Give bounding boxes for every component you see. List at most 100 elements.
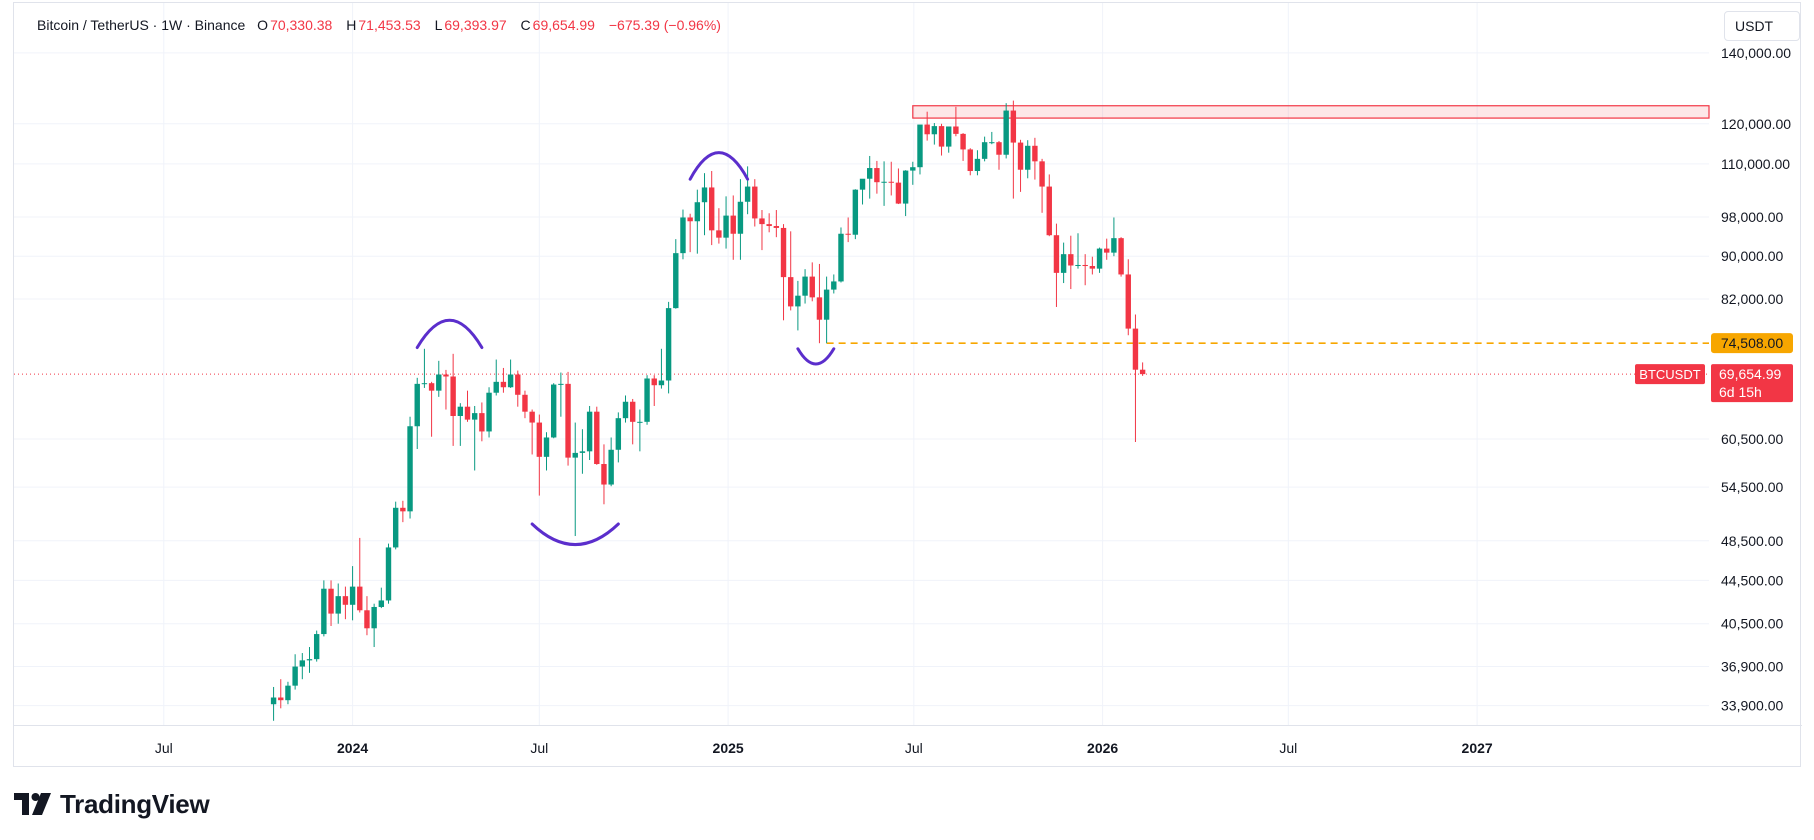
candle-body — [938, 126, 945, 147]
candle — [292, 654, 298, 690]
candle-body — [737, 201, 744, 234]
candle — [637, 409, 643, 452]
candle — [1104, 238, 1110, 260]
candle-body — [1046, 186, 1052, 236]
candle — [479, 402, 485, 442]
candle-body — [859, 178, 866, 190]
candle-body — [313, 634, 320, 660]
price-tick-label: 140,000.00 — [1721, 45, 1791, 61]
candle-body — [328, 588, 334, 614]
candle — [622, 395, 629, 423]
candle — [629, 398, 636, 445]
candle-body — [895, 182, 902, 204]
symbol-title[interactable]: Bitcoin / TetherUS · 1W · Binance — [37, 17, 246, 33]
candle-body — [414, 383, 420, 427]
candle — [766, 213, 772, 233]
candle — [349, 566, 356, 621]
candle-body — [1060, 254, 1067, 273]
candle-body — [759, 218, 765, 225]
candle-body — [723, 215, 729, 238]
candle — [471, 405, 478, 471]
open-value: 70,330.38 — [270, 17, 333, 33]
candle-body — [321, 588, 327, 635]
candle-body — [924, 124, 930, 135]
candle — [601, 444, 607, 505]
candle — [737, 179, 744, 260]
candle — [780, 224, 787, 321]
candle — [687, 213, 693, 253]
time-tick-label: 2024 — [337, 740, 368, 756]
candle — [673, 239, 679, 309]
price-chart[interactable]: 140,000.00 120,000.00 110,000.00 98,000.00 9… — [14, 3, 1802, 768]
candle — [867, 155, 873, 199]
candle-body — [766, 224, 772, 227]
candle — [859, 178, 866, 205]
candle-body — [637, 421, 643, 423]
candle — [845, 217, 851, 243]
axis-labels: 140,000.00 120,000.00 110,000.00 98,000.00 9… — [155, 45, 1793, 756]
candle-body — [1032, 145, 1038, 162]
candle — [285, 681, 291, 705]
candle — [694, 189, 701, 254]
candle-body — [601, 464, 607, 485]
candle — [924, 111, 930, 141]
candle-body — [515, 374, 521, 395]
candle — [364, 596, 370, 636]
price-tick-label: 36,900.00 — [1721, 659, 1783, 675]
low-label: L — [434, 17, 443, 33]
candle-body — [572, 452, 578, 458]
last-price-badge — [1711, 364, 1793, 403]
candle-body — [874, 168, 880, 183]
candle — [543, 432, 550, 471]
candle — [752, 179, 758, 227]
candle-body — [400, 507, 406, 512]
candle — [967, 148, 973, 176]
candle-body — [1118, 238, 1124, 275]
candle — [450, 353, 456, 446]
candle — [493, 359, 499, 396]
arc-bottom-drawing — [530, 522, 620, 546]
candle-body — [1132, 328, 1139, 370]
candle-body — [701, 187, 708, 203]
candle — [550, 383, 557, 439]
candle — [895, 168, 902, 205]
candle-body — [852, 189, 859, 235]
high-value: 71,453.53 — [358, 17, 421, 33]
candle-body — [615, 418, 622, 450]
candle-body — [500, 381, 507, 388]
candle — [651, 375, 657, 406]
candle-body — [651, 378, 657, 386]
candle-body — [888, 181, 894, 183]
candle-body — [917, 124, 923, 168]
currency-button[interactable]: USDT — [1724, 11, 1800, 41]
time-tick-label: Jul — [530, 740, 548, 756]
candle — [658, 348, 665, 389]
candle-body — [680, 217, 686, 254]
price-tick-label: 120,000.00 — [1721, 116, 1791, 132]
candle — [1111, 217, 1117, 257]
candle — [816, 263, 823, 344]
candle-body — [989, 142, 995, 144]
candle — [1125, 259, 1131, 336]
candle — [1032, 137, 1038, 180]
candle — [1075, 233, 1081, 269]
candle-body — [428, 383, 435, 391]
candle-body — [960, 133, 966, 150]
brand-logo[interactable]: TradingView — [14, 784, 210, 824]
candle — [306, 647, 313, 673]
candle-body — [371, 606, 377, 629]
countdown-label: 6d 15h — [1719, 384, 1762, 400]
candle — [1139, 362, 1146, 376]
time-tick-label: Jul — [905, 740, 923, 756]
time-tick-label: Jul — [155, 740, 173, 756]
candle-body — [1068, 254, 1074, 266]
candle-body — [1125, 274, 1131, 329]
price-tick-label: 98,000.00 — [1721, 209, 1783, 225]
low-value: 69,393.97 — [444, 17, 507, 33]
support-price-label: 74,508.00 — [1721, 335, 1783, 351]
candle-body — [586, 411, 593, 452]
candle-body — [665, 308, 672, 381]
candle-body — [278, 697, 284, 701]
candle — [486, 387, 492, 438]
candle — [823, 276, 830, 344]
